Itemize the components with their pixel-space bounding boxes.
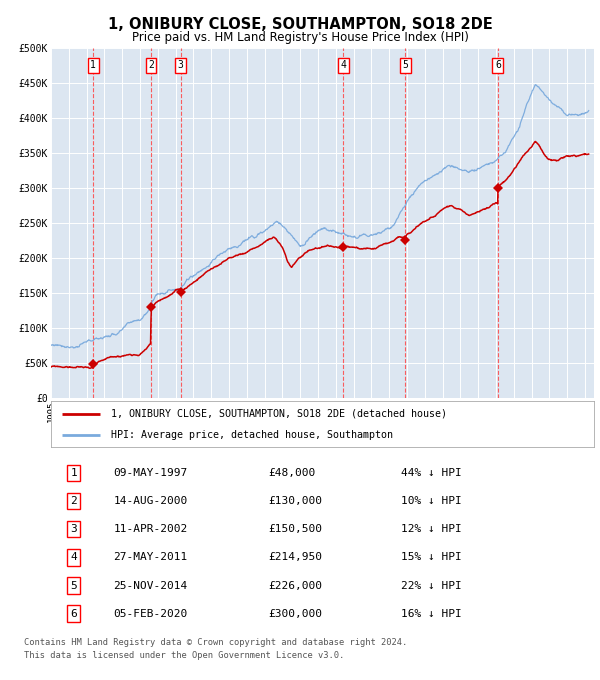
Text: £214,950: £214,950 bbox=[268, 552, 322, 562]
Text: 22% ↓ HPI: 22% ↓ HPI bbox=[401, 581, 462, 590]
Text: 4: 4 bbox=[70, 552, 77, 562]
Text: 4: 4 bbox=[340, 60, 346, 70]
Text: 15% ↓ HPI: 15% ↓ HPI bbox=[401, 552, 462, 562]
Text: £300,000: £300,000 bbox=[268, 609, 322, 619]
Text: 6: 6 bbox=[495, 60, 501, 70]
Text: 14-AUG-2000: 14-AUG-2000 bbox=[113, 496, 188, 507]
Text: 1: 1 bbox=[90, 60, 96, 70]
Text: 09-MAY-1997: 09-MAY-1997 bbox=[113, 469, 188, 478]
Text: 1, ONIBURY CLOSE, SOUTHAMPTON, SO18 2DE (detached house): 1, ONIBURY CLOSE, SOUTHAMPTON, SO18 2DE … bbox=[111, 409, 447, 419]
Text: 3: 3 bbox=[178, 60, 184, 70]
Text: £226,000: £226,000 bbox=[268, 581, 322, 590]
Text: £48,000: £48,000 bbox=[268, 469, 316, 478]
Text: 5: 5 bbox=[403, 60, 408, 70]
Text: 5: 5 bbox=[70, 581, 77, 590]
Text: 3: 3 bbox=[70, 524, 77, 534]
Text: 6: 6 bbox=[70, 609, 77, 619]
Text: 27-MAY-2011: 27-MAY-2011 bbox=[113, 552, 188, 562]
Text: This data is licensed under the Open Government Licence v3.0.: This data is licensed under the Open Gov… bbox=[24, 651, 344, 660]
Text: 44% ↓ HPI: 44% ↓ HPI bbox=[401, 469, 462, 478]
Text: Contains HM Land Registry data © Crown copyright and database right 2024.: Contains HM Land Registry data © Crown c… bbox=[24, 638, 407, 647]
Text: 11-APR-2002: 11-APR-2002 bbox=[113, 524, 188, 534]
Text: 1: 1 bbox=[70, 469, 77, 478]
Text: 16% ↓ HPI: 16% ↓ HPI bbox=[401, 609, 462, 619]
Text: 25-NOV-2014: 25-NOV-2014 bbox=[113, 581, 188, 590]
Text: 10% ↓ HPI: 10% ↓ HPI bbox=[401, 496, 462, 507]
Text: 2: 2 bbox=[148, 60, 154, 70]
Text: 12% ↓ HPI: 12% ↓ HPI bbox=[401, 524, 462, 534]
Text: 2: 2 bbox=[70, 496, 77, 507]
Text: 1, ONIBURY CLOSE, SOUTHAMPTON, SO18 2DE: 1, ONIBURY CLOSE, SOUTHAMPTON, SO18 2DE bbox=[107, 17, 493, 32]
Text: £150,500: £150,500 bbox=[268, 524, 322, 534]
Text: 05-FEB-2020: 05-FEB-2020 bbox=[113, 609, 188, 619]
Text: HPI: Average price, detached house, Southampton: HPI: Average price, detached house, Sout… bbox=[111, 430, 393, 440]
Text: £130,000: £130,000 bbox=[268, 496, 322, 507]
Text: Price paid vs. HM Land Registry's House Price Index (HPI): Price paid vs. HM Land Registry's House … bbox=[131, 31, 469, 44]
